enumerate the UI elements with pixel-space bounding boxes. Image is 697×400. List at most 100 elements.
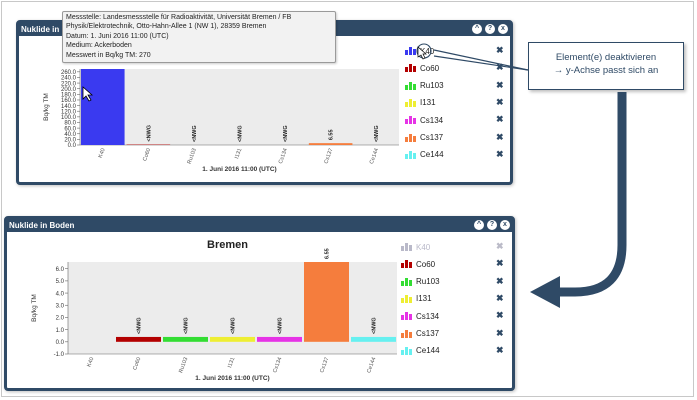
bar-chart-icon	[405, 133, 417, 142]
bottom-bar-chart: -1.0 0.0 1.0 2.0 3.0 4.0 5.0 6.0 Bq/kg TM K40 <NWG…	[31, 248, 397, 382]
panel-title: Nuklide in Boden	[9, 221, 75, 230]
legend-item-cs134[interactable]: Cs134	[401, 310, 439, 322]
collapse-button[interactable]: ^	[472, 24, 482, 34]
panel-title: Nuklide in Bo	[21, 25, 73, 34]
x-tick-label: Co60	[132, 357, 142, 371]
legend-item-ru103[interactable]: Ru103	[405, 80, 444, 92]
x-tick-label: Ce144	[366, 357, 377, 374]
chart-title: Bremen	[207, 239, 248, 251]
y-tick-label: 6.0	[56, 267, 65, 273]
bar-cs134	[257, 336, 302, 342]
legend-label: Ce144	[420, 150, 444, 160]
legend-item-ce144[interactable]: Ce144	[401, 345, 440, 357]
y-axis-label: Bq/kg TM	[43, 93, 50, 121]
legend-item-k40[interactable]: K40	[401, 241, 430, 253]
collapse-button[interactable]: ^	[474, 220, 484, 230]
y-tick-label: 260.0	[61, 70, 77, 76]
data-label: <NWG	[192, 125, 198, 142]
bar-ru103	[163, 336, 208, 342]
y-tick-label: 3.0	[56, 303, 65, 309]
remove-icon[interactable]: ✖	[496, 310, 504, 321]
legend-item-i131[interactable]: I131	[405, 97, 436, 109]
bar-chart-icon	[405, 150, 417, 159]
legend-label: I131	[420, 98, 436, 108]
remove-icon[interactable]: ✖	[496, 327, 504, 338]
legend-label: Co60	[420, 63, 440, 73]
data-label: <NWG	[238, 125, 244, 142]
legend-item-cs137[interactable]: Cs137	[401, 328, 439, 340]
y-tick-label: 140.0	[61, 104, 77, 110]
y-tick-label: 0.0	[56, 340, 65, 346]
data-label: 6.55	[329, 129, 335, 140]
data-label: <NWG	[278, 317, 284, 334]
remove-icon[interactable]: ✖	[496, 292, 504, 303]
legend-label: Ru103	[416, 277, 440, 287]
x-axis-label: 1. Juni 2016 11:00 (UTC)	[202, 166, 276, 173]
y-tick-label: 2.0	[56, 316, 65, 322]
remove-icon[interactable]: ✖	[496, 45, 504, 55]
bottom-legend: K40 ✖ Co60 ✖ Ru103 ✖ I131 ✖ Cs134 ✖ Cs137 ✖ Ce144 ✖	[399, 241, 511, 361]
legend-item-k40[interactable]: K40	[405, 45, 434, 57]
y-tick-label: 5.0	[56, 279, 65, 285]
data-label: 6.55	[325, 248, 331, 259]
bar-i131	[210, 336, 255, 342]
remove-icon[interactable]: ✖	[496, 131, 504, 142]
x-tick-label: I131	[234, 148, 243, 160]
legend-item-co60[interactable]: Co60	[401, 258, 435, 270]
x-tick-label: K40	[86, 357, 95, 368]
y-tick-label: 1.0	[56, 328, 65, 334]
bar-chart-icon	[401, 260, 413, 269]
close-button[interactable]: x	[498, 24, 508, 34]
y-tick-label: 0.0	[68, 143, 77, 149]
x-tick-label: K40	[98, 148, 107, 159]
remove-icon[interactable]: ✖	[496, 241, 504, 251]
remove-icon[interactable]: ✖	[496, 62, 504, 73]
remove-icon[interactable]: ✖	[496, 258, 504, 269]
data-label: <NWG	[374, 125, 380, 142]
tooltip-line: Medium: Ackerboden	[66, 42, 132, 50]
help-button[interactable]: ?	[485, 24, 495, 34]
remove-icon[interactable]: ✖	[496, 344, 504, 355]
bar-chart-icon	[401, 312, 413, 321]
close-button[interactable]: x	[500, 220, 510, 230]
top-legend: K40 ✖ Co60 ✖ Ru103 ✖ I131 ✖ Cs134 ✖ Cs137 ✖ Ce144 ✖	[403, 45, 511, 165]
y-tick-label: -1.0	[54, 352, 65, 358]
legend-label: Co60	[416, 259, 436, 269]
bar-chart-icon	[405, 98, 417, 107]
x-tick-label: I131	[227, 357, 236, 369]
legend-item-i131[interactable]: I131	[401, 293, 432, 305]
legend-label: Cs134	[420, 115, 444, 125]
x-axis-label: 1. Juni 2016 11:00 (UTC)	[195, 375, 269, 382]
legend-label: K40	[420, 46, 435, 56]
x-tick-label: Ru103	[187, 148, 198, 165]
y-tick-label: 80.0	[64, 121, 76, 127]
data-label: <NWG	[372, 317, 378, 334]
legend-item-ce144[interactable]: Ce144	[405, 149, 444, 161]
x-tick-label: Co60	[142, 148, 152, 162]
y-tick-label: 180.0	[61, 93, 77, 99]
legend-label: I131	[416, 294, 432, 304]
data-label: <NWG	[146, 125, 152, 142]
y-tick-label: 120.0	[61, 109, 77, 115]
remove-icon[interactable]: ✖	[496, 114, 504, 125]
legend-item-co60[interactable]: Co60	[405, 62, 439, 74]
remove-icon[interactable]: ✖	[496, 79, 504, 90]
tooltip-line: Physik/Elektrotechnik, Otto-Hahn-Allee 1…	[66, 23, 267, 31]
x-tick-label: Cs137	[323, 148, 334, 165]
help-button[interactable]: ?	[487, 220, 497, 230]
bar-co60	[116, 336, 161, 342]
x-tick-label: Ce144	[369, 148, 380, 165]
legend-item-ru103[interactable]: Ru103	[401, 276, 440, 288]
remove-icon[interactable]: ✖	[496, 275, 504, 286]
bar-k40	[81, 69, 125, 145]
legend-item-cs134[interactable]: Cs134	[405, 114, 443, 126]
remove-icon[interactable]: ✖	[496, 148, 504, 159]
legend-item-cs137[interactable]: Cs137	[405, 132, 443, 144]
y-tick-label: 60.0	[64, 126, 76, 132]
data-label: <NWG	[184, 317, 190, 334]
x-tick-label: Cs134	[278, 148, 289, 165]
remove-icon[interactable]: ✖	[496, 96, 504, 107]
bar-cs137	[304, 262, 349, 342]
callout-line-2: → y-Achse passt sich an	[553, 65, 659, 76]
